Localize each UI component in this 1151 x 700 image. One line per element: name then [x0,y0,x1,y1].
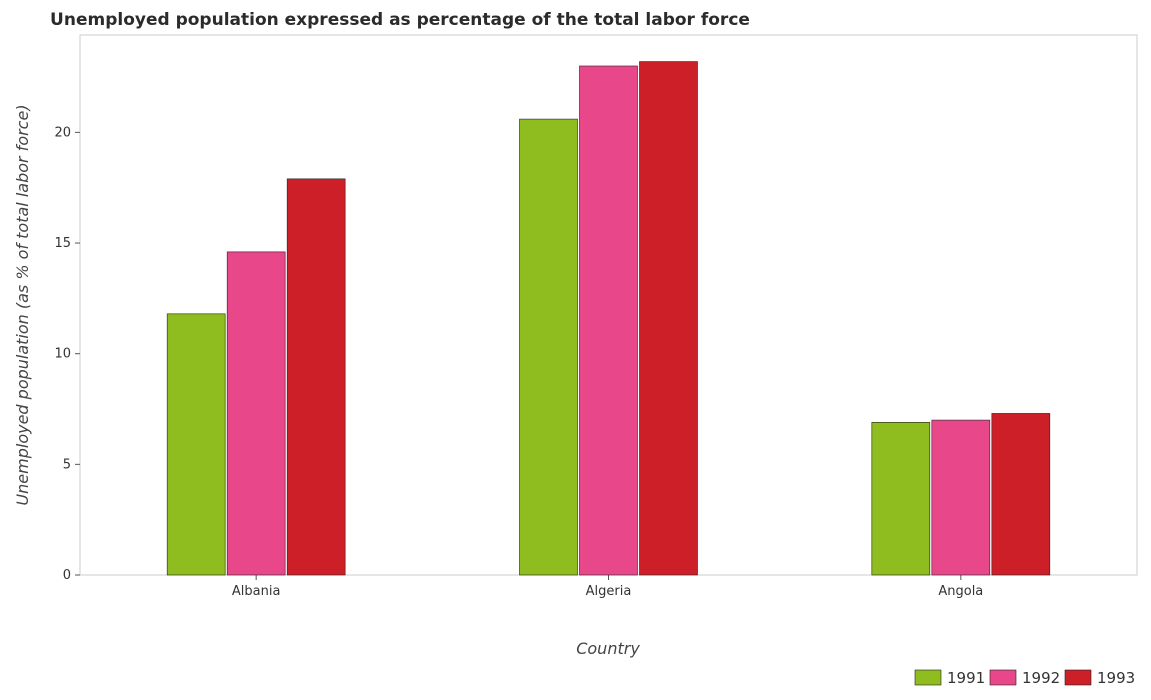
legend-label-1992: 1992 [1022,669,1060,687]
bar-albania-1991 [166,313,226,576]
legend-label-1993: 1993 [1097,669,1135,687]
x-tick-label: Algeria [586,584,632,599]
legend-swatch-1991 [914,669,942,686]
y-axis: 0 5 10 15 20 [54,125,80,583]
bar-angola-1992 [931,419,991,576]
y-tick-label: 20 [54,125,71,140]
legend-swatch-1993 [1064,669,1092,686]
x-axis: Albania Algeria Angola [232,575,983,599]
bar-angola-1991 [871,421,931,576]
bar-algeria-1991 [519,118,578,576]
y-tick-label: 15 [54,236,71,251]
y-tick-label: 5 [63,457,71,472]
legend-swatch-1992 [989,669,1017,686]
chart-title: Unemployed population expressed as perce… [50,10,750,30]
x-tick-label: Angola [938,584,983,599]
legend-label-1991: 1991 [947,669,985,687]
bar-algeria-1992 [579,65,638,576]
y-axis-label: Unemployed population (as % of total lab… [13,104,32,505]
bar-albania-1993 [286,178,346,576]
bar-albania-1992 [226,251,286,576]
y-tick-label: 10 [54,347,71,362]
y-tick-label: 0 [63,568,71,583]
bar-algeria-1993 [639,61,698,576]
bars [166,61,1051,576]
bar-angola-1993 [991,413,1051,576]
x-tick-label: Albania [232,584,281,599]
legend: 1991 1992 1993 [914,669,1135,687]
x-axis-label: Country [576,639,640,658]
